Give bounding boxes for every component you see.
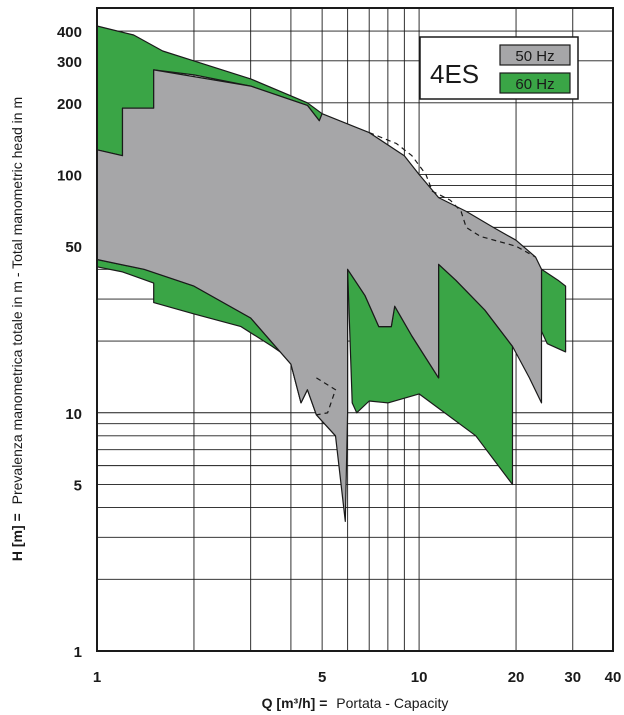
- legend-swatch-60hz: [499, 72, 571, 94]
- x-tick-label: 10: [411, 669, 428, 686]
- legend: 4ES 50 Hz 60 Hz: [419, 36, 579, 100]
- dashed-curves: [316, 132, 536, 416]
- y-tick-label: 200: [57, 96, 82, 113]
- dashed-curve-1: [316, 377, 337, 416]
- x-axis-text: Portata - Capacity: [336, 695, 448, 711]
- area-50hz-0: [96, 69, 543, 523]
- x-tick-label: 5: [318, 669, 326, 686]
- y-tick-label: 10: [65, 406, 82, 423]
- x-tick-label: 20: [508, 669, 525, 686]
- x-axis-title: Q [m³/h] = Portata - Capacity: [262, 695, 449, 711]
- legend-label-60hz: 60 Hz: [515, 76, 554, 93]
- legend-title: 4ES: [430, 59, 479, 89]
- y-tick-label: 1: [74, 644, 82, 661]
- y-tick-label: 5: [74, 477, 82, 494]
- performance-areas: [96, 25, 567, 523]
- y-tick-label: 400: [57, 24, 82, 41]
- x-tick-label: 30: [564, 669, 581, 686]
- y-axis-title: H [m] = Prevalenza manometrica totale in…: [9, 97, 25, 561]
- y-axis-text: Prevalenza manometrica totale in m - Tot…: [9, 97, 25, 504]
- dashed-curve-0: [368, 132, 536, 258]
- x-tick-label: 40: [605, 669, 622, 686]
- y-tick-label: 100: [57, 168, 82, 185]
- y-axis-variable: H [m] =: [9, 513, 25, 561]
- legend-label-50hz: 50 Hz: [515, 48, 554, 65]
- plot-frame: [96, 7, 614, 652]
- x-tick-label: 1: [93, 669, 101, 686]
- y-axis-ticks: 1 5 10 50 100 200 300 400: [57, 24, 82, 661]
- x-axis-ticks: 1 5 10 20 30 40: [93, 669, 622, 686]
- area-60hz-3: [540, 268, 567, 353]
- y-tick-label: 50: [65, 239, 82, 256]
- legend-swatch-50hz: [499, 44, 571, 66]
- x-axis-variable: Q [m³/h] =: [262, 695, 328, 711]
- y-tick-label: 300: [57, 54, 82, 71]
